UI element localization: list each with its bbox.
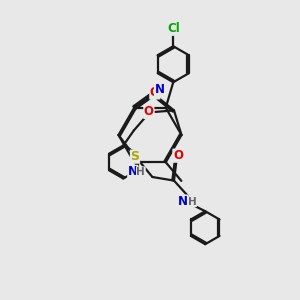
Text: N: N	[178, 195, 188, 208]
Text: O: O	[150, 86, 160, 99]
Text: H: H	[188, 196, 196, 207]
Text: O: O	[173, 149, 183, 162]
Text: N: N	[154, 83, 164, 96]
Text: H: H	[136, 167, 145, 177]
Text: Cl: Cl	[167, 22, 180, 35]
Text: N: N	[128, 165, 138, 178]
Text: S: S	[130, 150, 140, 163]
Text: O: O	[144, 105, 154, 119]
